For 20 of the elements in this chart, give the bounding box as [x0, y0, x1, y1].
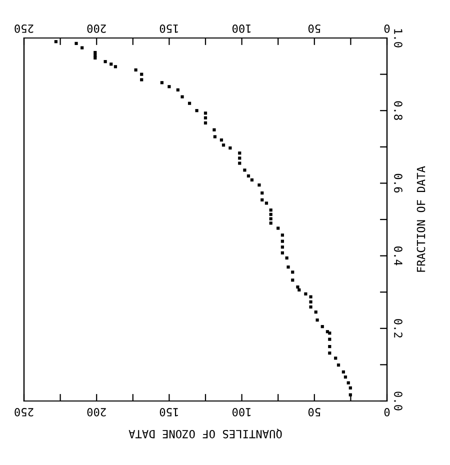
x2-tick-label: 50	[308, 408, 320, 416]
x2-tick-label: 100	[232, 408, 250, 416]
x2-tick-label: 150	[160, 408, 178, 416]
x-tick-label: 100	[232, 24, 250, 33]
x-tick-label: 150	[160, 24, 178, 33]
x2-tick-label: 250	[14, 408, 34, 416]
x-tick-label: 0	[384, 24, 390, 33]
y-tick-label: 0.4	[394, 246, 402, 266]
y-axis-title: FRACTION OF DATA	[416, 166, 426, 272]
x-tick-label: 50	[308, 24, 320, 33]
y-tick-label: 0.6	[394, 174, 402, 193]
y-tick-label: 1.0	[394, 29, 402, 48]
x2-tick-label: 200	[87, 408, 106, 416]
x-axis-title: QUANTILES OF OZONE DATA	[128, 428, 282, 438]
y-tick-label: 0.0	[394, 392, 402, 410]
y-tick-label: 0.8	[394, 101, 402, 120]
y-tick-label: 0.2	[394, 319, 402, 338]
x-tick-label: 250	[14, 24, 34, 33]
x2-tick-label: 0	[384, 408, 390, 416]
x-tick-label: 200	[87, 24, 106, 33]
